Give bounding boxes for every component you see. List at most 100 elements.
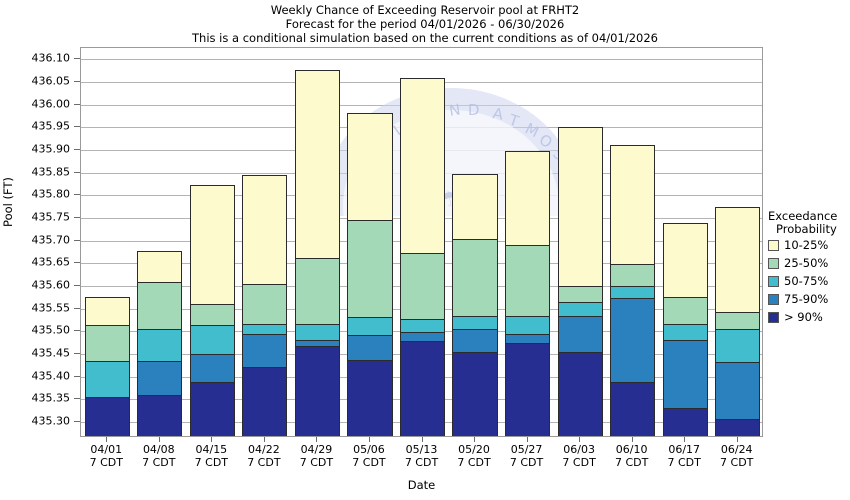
bar-stack[interactable] xyxy=(557,48,603,436)
bar-stack[interactable] xyxy=(399,48,446,436)
bar-segment[interactable] xyxy=(189,381,235,436)
bar-stack[interactable] xyxy=(347,48,393,436)
bar-segment[interactable] xyxy=(137,394,183,436)
x-axis-tick-time: 7 CDT xyxy=(667,456,701,469)
bar-segment[interactable] xyxy=(715,206,761,314)
bar-stack[interactable] xyxy=(137,48,183,436)
y-axis-tick-label: 435.70 xyxy=(31,233,71,247)
legend-item[interactable]: > 90% xyxy=(768,308,850,326)
bar-segment[interactable] xyxy=(189,184,235,306)
bar-segment[interactable] xyxy=(452,351,498,436)
bar-segment[interactable] xyxy=(452,174,498,240)
bar-segment[interactable] xyxy=(557,286,603,304)
bar-segment[interactable] xyxy=(294,346,340,436)
bar-segment[interactable] xyxy=(137,361,183,396)
legend-title-line1: Exceedance xyxy=(768,209,838,223)
bar-segment[interactable] xyxy=(504,151,551,246)
legend-swatch-icon xyxy=(768,257,779,269)
bar-segment[interactable] xyxy=(242,284,288,325)
bar-segment[interactable] xyxy=(189,354,235,383)
bar-segment[interactable] xyxy=(504,244,551,317)
bar-segment[interactable] xyxy=(294,70,340,259)
bar-segment[interactable] xyxy=(662,222,708,298)
x-axis-tick-date: 05/20 xyxy=(458,443,490,456)
bar-segment[interactable] xyxy=(504,343,551,436)
bar-segment[interactable] xyxy=(557,302,603,317)
bar-segment[interactable] xyxy=(242,323,288,335)
bar-segment[interactable] xyxy=(347,113,393,222)
bar-segment[interactable] xyxy=(189,304,235,326)
bar-stack[interactable] xyxy=(294,48,340,436)
x-axis-tick-mark xyxy=(211,437,212,442)
bar-segment[interactable] xyxy=(242,367,288,436)
bar-segment[interactable] xyxy=(347,220,393,319)
bar-segment[interactable] xyxy=(452,238,498,317)
x-axis-tick-date: 04/22 xyxy=(248,443,280,456)
bar-segment[interactable] xyxy=(715,362,761,421)
y-axis-tick-mark xyxy=(74,217,80,218)
bar-segment[interactable] xyxy=(399,332,446,343)
bar-segment[interactable] xyxy=(452,329,498,353)
bar-segment[interactable] xyxy=(137,329,183,363)
bar-segment[interactable] xyxy=(504,333,551,345)
legend: Exceedance Probability 10-25% 25-50% 50-75… xyxy=(768,210,850,326)
bar-segment[interactable] xyxy=(399,319,446,334)
bar-segment[interactable] xyxy=(610,263,656,288)
bar-stack[interactable] xyxy=(189,48,235,436)
x-axis-tick-date: 06/10 xyxy=(615,443,648,456)
bar-segment[interactable] xyxy=(715,329,761,364)
bar-segment[interactable] xyxy=(662,323,708,341)
legend-label: 50-75% xyxy=(784,274,829,288)
legend-item[interactable]: 50-75% xyxy=(768,272,850,290)
legend-swatch-icon xyxy=(768,275,779,287)
x-axis: 04/01 7 CDT 04/08 7 CDT 04/15 7 CDT 04/22 7 CDT… xyxy=(80,437,763,477)
legend-item[interactable]: 25-50% xyxy=(768,254,850,272)
bar-segment[interactable] xyxy=(347,317,393,336)
bar-segment[interactable] xyxy=(84,397,130,436)
bar-segment[interactable] xyxy=(452,315,498,331)
bar-segment[interactable] xyxy=(347,334,393,362)
x-axis-tick-time: 7 CDT xyxy=(142,456,176,469)
bar-segment[interactable] xyxy=(610,145,656,265)
bar-segment[interactable] xyxy=(399,253,446,320)
bar-segment[interactable] xyxy=(189,324,235,356)
bar-segment[interactable] xyxy=(662,407,708,436)
bar-segment[interactable] xyxy=(84,296,130,326)
bar-segment[interactable] xyxy=(504,315,551,335)
bar-segment[interactable] xyxy=(662,296,708,325)
bar-stack[interactable] xyxy=(84,48,130,436)
bar-stack[interactable] xyxy=(610,48,656,436)
bar-segment[interactable] xyxy=(557,315,603,354)
bar-segment[interactable] xyxy=(242,333,288,369)
y-axis-tick-label: 436.10 xyxy=(31,51,71,65)
bar-stack[interactable] xyxy=(452,48,498,436)
bar-segment[interactable] xyxy=(399,77,446,255)
bar-stack[interactable] xyxy=(242,48,288,436)
legend-rows: 10-25% 25-50% 50-75% 75-90% > 90% xyxy=(768,236,850,326)
legend-item[interactable]: 10-25% xyxy=(768,236,850,254)
y-axis-tick-label: 435.55 xyxy=(31,301,71,315)
bar-segment[interactable] xyxy=(242,174,288,286)
bar-segment[interactable] xyxy=(294,339,340,348)
bar-segment[interactable] xyxy=(557,352,603,436)
bar-segment[interactable] xyxy=(399,341,446,436)
bar-segment[interactable] xyxy=(610,286,656,299)
legend-item[interactable]: 75-90% xyxy=(768,290,850,308)
bar-segment[interactable] xyxy=(294,323,340,341)
bar-segment[interactable] xyxy=(84,324,130,363)
bar-segment[interactable] xyxy=(347,360,393,436)
y-axis-tick-mark xyxy=(74,81,80,82)
bar-stack[interactable] xyxy=(504,48,551,436)
bar-segment[interactable] xyxy=(715,312,761,331)
bar-segment[interactable] xyxy=(137,250,183,283)
bar-segment[interactable] xyxy=(715,419,761,436)
bar-segment[interactable] xyxy=(294,257,340,325)
bar-segment[interactable] xyxy=(557,126,603,288)
bar-stack[interactable] xyxy=(662,48,708,436)
bar-segment[interactable] xyxy=(610,381,656,436)
bar-segment[interactable] xyxy=(84,361,130,399)
bar-segment[interactable] xyxy=(662,339,708,409)
bar-segment[interactable] xyxy=(610,297,656,383)
bar-stack[interactable] xyxy=(715,48,761,436)
bar-segment[interactable] xyxy=(137,281,183,331)
